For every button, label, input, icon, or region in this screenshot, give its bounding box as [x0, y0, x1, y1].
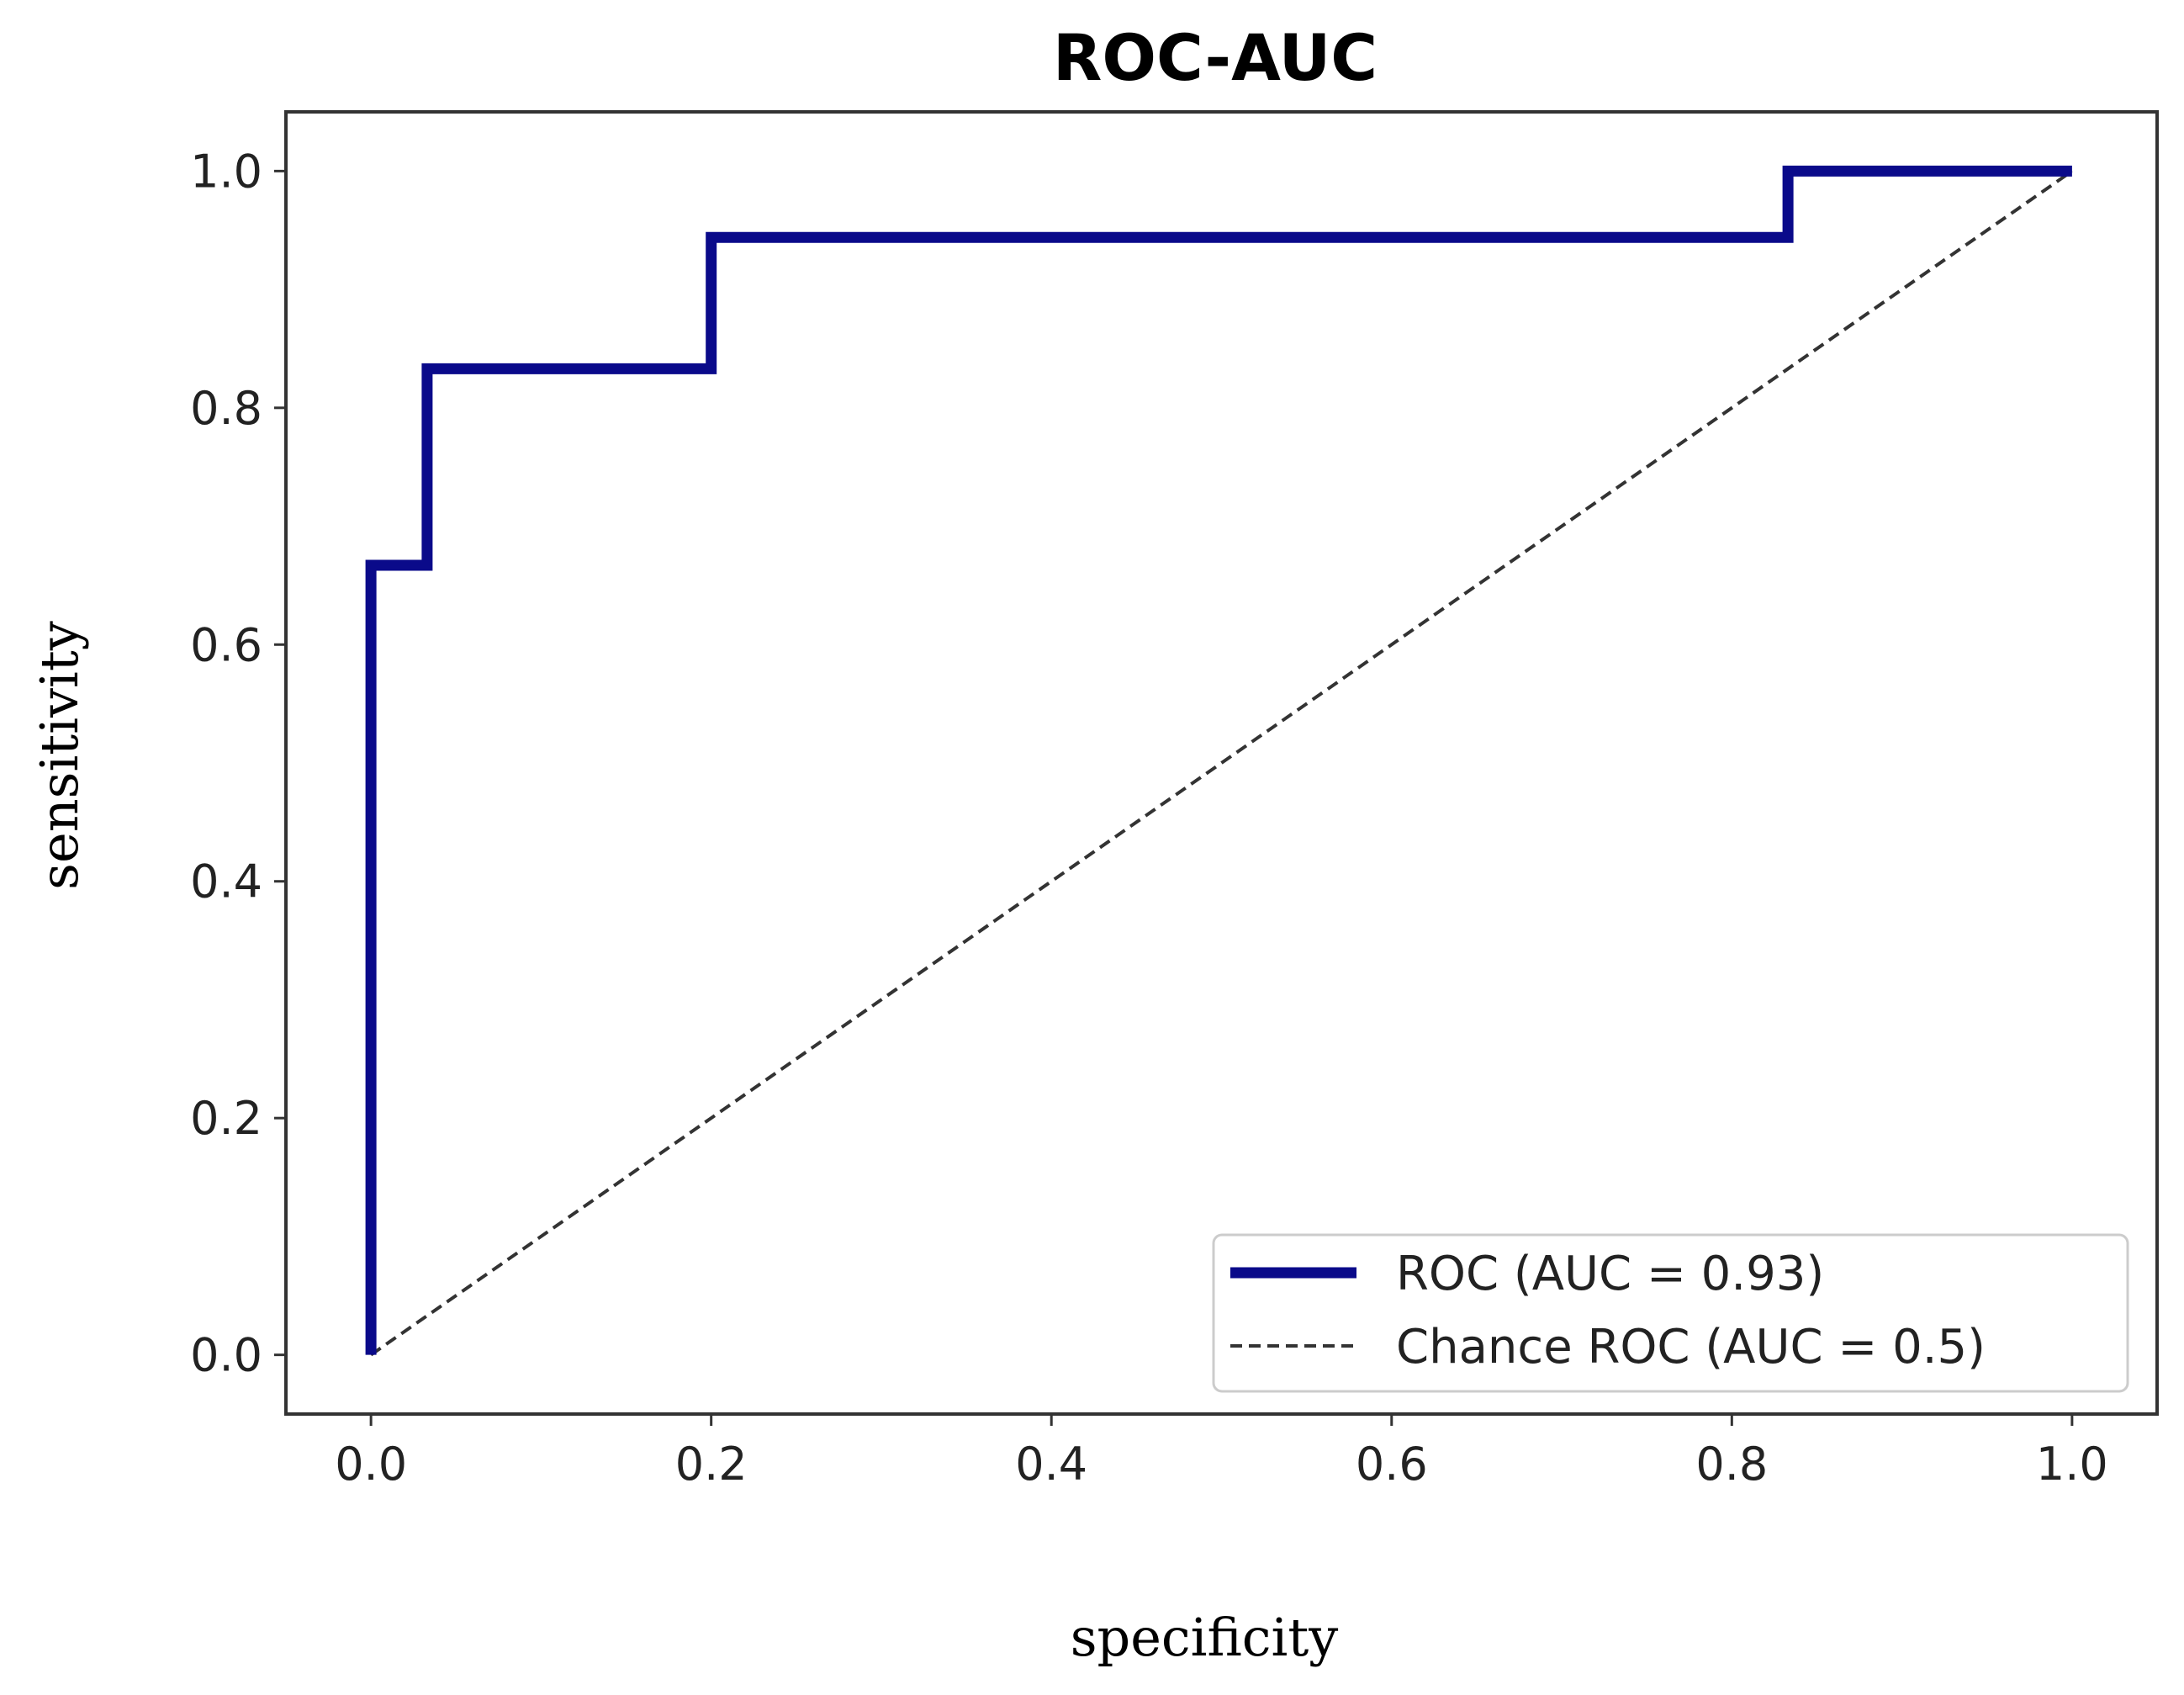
x-tick-label: 0.8 [1695, 1438, 1768, 1491]
legend-label-roc: ROC (AUC = 0.93) [1396, 1247, 1824, 1301]
x-tick-label: 1.0 [2036, 1438, 2108, 1491]
y-axis-ticks: 0.0 0.2 0.4 0.6 0.8 1.0 [190, 145, 286, 1382]
roc-curve-line [365, 165, 2072, 1355]
y-tick-label: 1.0 [190, 145, 262, 198]
x-tick-label: 0.0 [335, 1438, 407, 1491]
plot-area-frame [284, 110, 2159, 1416]
chart-title: ROC-AUC [1053, 20, 1378, 95]
y-tick-label: 0.2 [190, 1092, 262, 1145]
x-tick-label: 0.2 [675, 1438, 748, 1491]
y-tick-label: 0.6 [190, 618, 262, 671]
legend-label-chance: Chance ROC (AUC = 0.5) [1396, 1320, 1986, 1375]
series-layer [365, 165, 2074, 1357]
y-tick-label: 0.0 [190, 1329, 262, 1382]
x-axis-label: specificity [1071, 1607, 1339, 1668]
legend: ROC (AUC = 0.93) Chance ROC (AUC = 0.5) [1212, 1233, 2129, 1393]
x-tick-label: 0.6 [1356, 1438, 1428, 1491]
y-tick-label: 0.8 [190, 382, 262, 435]
chance-roc-line [369, 169, 2074, 1357]
x-tick-label: 0.4 [1015, 1438, 1087, 1491]
x-axis-ticks: 0.0 0.2 0.4 0.6 0.8 1.0 [335, 1414, 2108, 1491]
legend-box [1212, 1233, 2129, 1393]
y-tick-label: 0.4 [190, 855, 262, 908]
y-axis-label: sensitivity [29, 621, 90, 890]
